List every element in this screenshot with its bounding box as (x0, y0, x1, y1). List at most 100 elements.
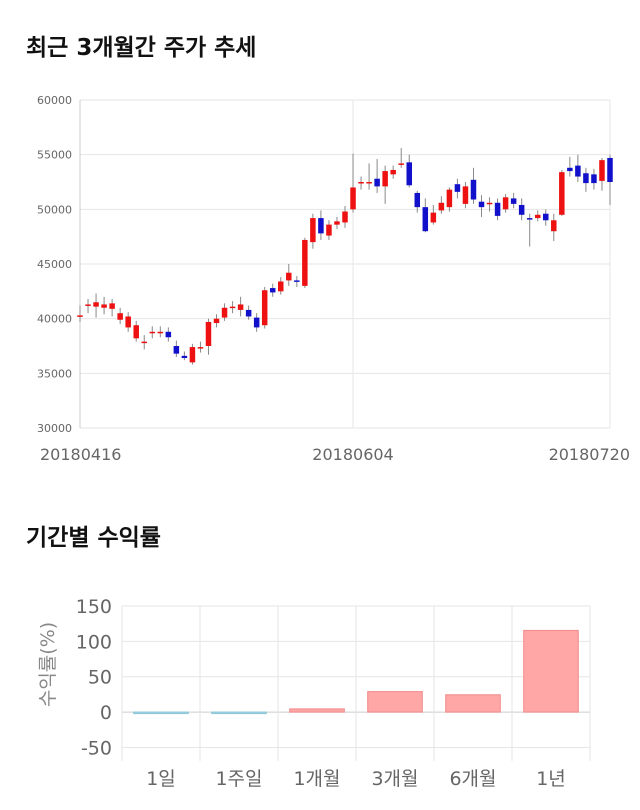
candle (454, 178, 461, 199)
candle (173, 340, 180, 357)
y-tick-label: 45000 (37, 258, 72, 271)
candle (607, 154, 613, 205)
candle (318, 210, 324, 240)
candle-body (583, 173, 589, 184)
candle (478, 195, 485, 217)
y-tick-label: 100 (76, 631, 112, 653)
candle (286, 264, 292, 286)
candle (117, 307, 123, 325)
candle-body (510, 198, 517, 204)
candle-body (117, 313, 123, 320)
return-bar (523, 629, 579, 713)
candle (430, 204, 437, 225)
candle-body (526, 218, 533, 220)
candle (326, 220, 332, 240)
candle-body (374, 178, 380, 187)
candle-body (205, 321, 212, 346)
candle-body (551, 220, 557, 232)
candle-body (149, 331, 156, 334)
candle (93, 293, 99, 318)
candle (374, 159, 380, 193)
y-tick-label: 150 (76, 596, 112, 618)
candle (302, 237, 308, 289)
candle-body (502, 197, 509, 210)
candle-body (85, 304, 91, 306)
x-tick-label: 1개월 (293, 768, 340, 790)
candle-body (310, 218, 316, 243)
candle (398, 148, 404, 168)
candle-body (398, 163, 404, 165)
candle-body (326, 224, 332, 236)
candle (494, 198, 501, 221)
candle-body (591, 174, 597, 184)
candle-body (567, 167, 573, 172)
price-trend-title: 최근 3개월간 주가 추세 (26, 35, 257, 61)
y-tick-label: 35000 (37, 367, 72, 380)
candle-body (294, 280, 300, 282)
candle (486, 197, 493, 212)
candle-body (237, 304, 244, 310)
candle (575, 154, 581, 182)
candle (438, 196, 445, 214)
y-tick-label: 0 (100, 702, 112, 724)
candle (165, 327, 172, 342)
candle (245, 305, 252, 320)
candle-body (318, 218, 324, 234)
candle-body (269, 288, 276, 293)
candle-body (342, 211, 348, 223)
returns-bar-chart: -50 0 50 100 150 수익률(%) 1일 1주일 1개월 3개월 6개월 1년 (37, 596, 591, 790)
candle (543, 209, 549, 226)
candle (269, 283, 276, 297)
candle-body (245, 309, 252, 317)
candle (213, 314, 220, 328)
candle (334, 216, 340, 230)
candle (583, 167, 589, 192)
y-tick-label: -50 (81, 737, 112, 759)
candle (229, 301, 236, 314)
candle (133, 320, 139, 342)
return-bar (211, 711, 267, 715)
candle (189, 343, 196, 365)
candle-body (302, 239, 308, 286)
candle (526, 213, 533, 247)
candle (125, 312, 131, 332)
candle (77, 305, 83, 322)
candle-body (197, 347, 204, 349)
candlestick-chart: 30000 35000 40000 45000 50000 55000 60000 20180… (37, 94, 630, 464)
candle-body (575, 165, 581, 177)
x-tick-label: 20180604 (312, 445, 393, 464)
candle (534, 210, 541, 222)
candle (591, 168, 597, 190)
y-axis-label: 수익률(%) (37, 622, 59, 707)
x-tick-label: 6개월 (449, 768, 496, 790)
x-tick-label: 20180416 (40, 445, 121, 464)
candle (518, 198, 525, 221)
candle-body (229, 306, 236, 309)
candle-body (454, 184, 461, 192)
candle (197, 341, 204, 353)
return-bar (289, 708, 345, 713)
candle (350, 153, 356, 213)
candle-body (221, 307, 228, 318)
candle (599, 157, 605, 191)
candle (406, 154, 412, 188)
candle-body (543, 213, 549, 221)
candle-body (599, 160, 605, 181)
candle (502, 194, 509, 213)
candle (149, 326, 156, 339)
candle (414, 190, 421, 213)
candle-body (286, 272, 292, 281)
candle-body (125, 316, 131, 328)
candle (278, 277, 284, 295)
candle (366, 163, 372, 190)
candle-body (366, 182, 372, 184)
candle (205, 318, 212, 355)
candle-body (382, 171, 388, 187)
candle (422, 198, 429, 233)
candle (85, 298, 91, 314)
candle-body (518, 204, 525, 215)
candle (446, 187, 453, 212)
candle-body (478, 201, 485, 208)
y-tick-label: 60000 (37, 94, 72, 107)
candle-body (189, 347, 196, 363)
